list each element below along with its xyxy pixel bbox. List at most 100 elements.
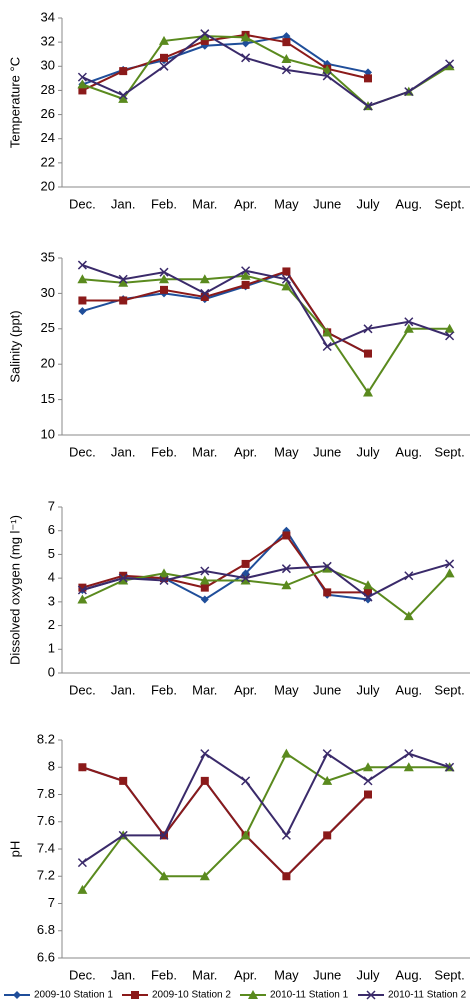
marker: [160, 285, 168, 294]
x-tick-label: Feb.: [151, 682, 177, 697]
marker: [240, 32, 251, 42]
marker: [363, 324, 373, 334]
marker: [445, 559, 455, 569]
marker: [241, 39, 250, 48]
marker: [404, 87, 414, 97]
y-tick-label: 2: [48, 617, 55, 632]
marker: [404, 317, 414, 327]
marker: [159, 61, 169, 71]
series-line: [82, 534, 368, 594]
y-tick-label: 6: [48, 522, 55, 537]
series-line: [82, 264, 450, 348]
y-tick-label: 35: [41, 249, 55, 264]
marker: [199, 274, 210, 284]
series-line: [82, 274, 450, 395]
x-tick-label: May: [274, 196, 299, 211]
x-tick-label: Dec.: [69, 682, 96, 697]
x-tick-label: July: [356, 196, 380, 211]
marker: [444, 568, 455, 578]
y-axis-title: Temperature °C: [7, 57, 22, 148]
marker: [199, 575, 210, 585]
marker: [200, 595, 209, 604]
marker: [281, 274, 291, 284]
marker: [322, 563, 333, 573]
marker: [241, 53, 251, 63]
x-tick-label: June: [313, 444, 341, 459]
y-tick-label: 20: [41, 356, 55, 371]
legend-label: 2010-11 Station 1: [270, 990, 349, 1001]
y-tick-label: 34: [41, 9, 55, 24]
x-tick-label: Apr.: [234, 967, 257, 982]
marker: [281, 580, 292, 590]
legend-label: 2009-10 Station 2: [152, 990, 231, 1001]
x-tick-label: May: [274, 682, 299, 697]
x-tick-label: July: [356, 967, 380, 982]
x-tick-label: Dec.: [69, 967, 96, 982]
series-line: [82, 270, 369, 355]
marker: [404, 571, 414, 581]
marker: [364, 74, 372, 83]
marker: [118, 90, 128, 100]
marker: [77, 884, 88, 894]
x-tick-label: June: [313, 967, 341, 982]
x-tick-label: June: [313, 682, 341, 697]
series-line: [82, 35, 451, 108]
y-tick-label: 5: [48, 546, 55, 561]
marker: [77, 274, 88, 284]
x-tick-label: Mar.: [192, 444, 217, 459]
marker: [160, 574, 168, 583]
x-tick-label: May: [274, 444, 299, 459]
series-line: [81, 567, 451, 618]
marker: [241, 573, 251, 583]
series-line: [81, 752, 450, 891]
x-tick-label: Apr.: [234, 682, 257, 697]
marker: [200, 776, 209, 785]
marker: [363, 387, 373, 397]
x-tick-label: Feb.: [151, 967, 177, 982]
marker: [322, 775, 333, 785]
marker: [241, 559, 250, 568]
marker: [118, 274, 128, 284]
y-axis-title: Salinity (ppt): [7, 310, 22, 382]
marker: [322, 749, 332, 759]
marker: [200, 29, 210, 39]
marker: [282, 267, 291, 276]
legend: 2009-10 Station 1 2009-10 Station 2 2010-1…: [4, 990, 467, 1001]
marker: [159, 35, 169, 45]
marker: [240, 575, 251, 585]
legend-label: 2010-11 Station 2: [388, 990, 467, 1001]
y-tick-label: 22: [41, 154, 55, 169]
x-tick-label: Mar.: [192, 967, 217, 982]
x-tick-label: Jan.: [111, 682, 136, 697]
series: [77, 260, 455, 352]
marker: [160, 53, 168, 62]
marker: [281, 281, 292, 291]
marker: [281, 748, 292, 758]
x-tick-label: July: [356, 444, 380, 459]
y-tick-label: 25: [41, 320, 55, 335]
y-tick-label: 6.8: [37, 922, 55, 937]
marker: [403, 611, 414, 621]
y-tick-label: 4: [48, 570, 55, 585]
marker: [78, 307, 87, 316]
marker: [200, 36, 209, 45]
marker: [77, 79, 88, 89]
legend-marker: [131, 991, 139, 999]
y-tick-label: 32: [41, 34, 55, 49]
marker: [282, 32, 291, 41]
series: [77, 749, 455, 868]
marker: [159, 575, 169, 586]
marker: [78, 763, 87, 772]
marker: [323, 831, 332, 840]
marker: [364, 68, 372, 77]
marker: [323, 588, 332, 597]
marker: [322, 341, 332, 352]
marker: [240, 830, 251, 840]
marker: [281, 564, 291, 574]
marker: [78, 86, 87, 95]
series: [78, 32, 372, 89]
y-tick-label: 7.6: [37, 813, 55, 828]
marker: [199, 31, 210, 41]
x-tick-label: Mar.: [192, 682, 217, 697]
y-axis-title: pH: [7, 841, 22, 858]
